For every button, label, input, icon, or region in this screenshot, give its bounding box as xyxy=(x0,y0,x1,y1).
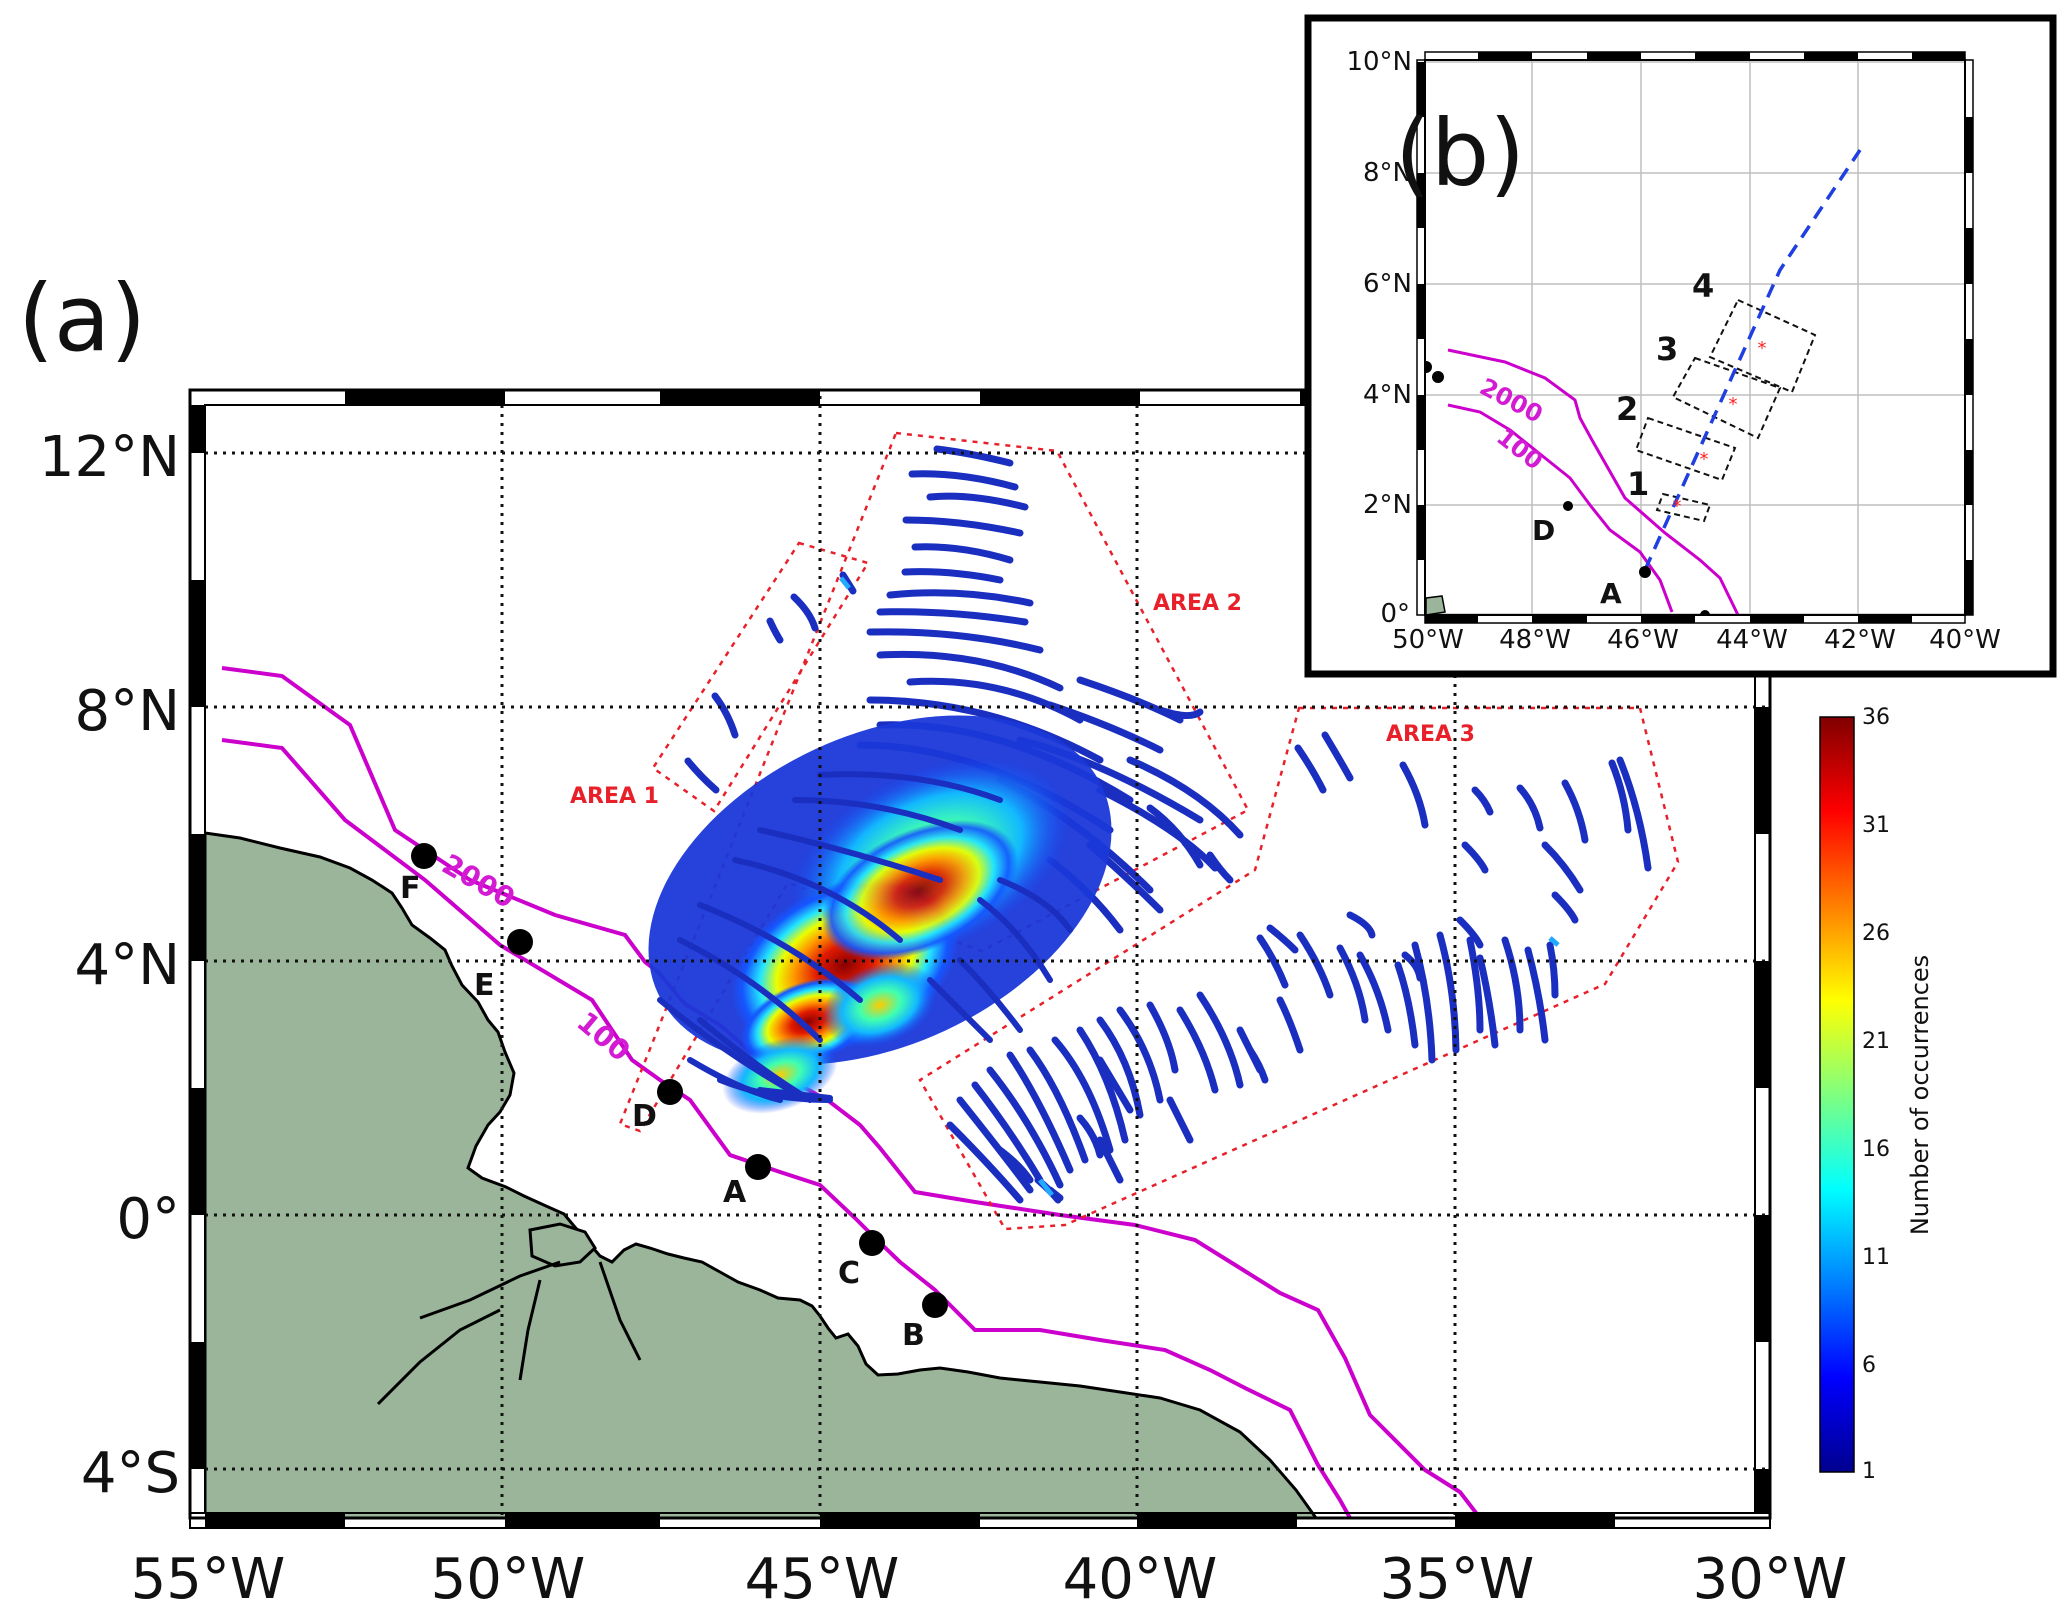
marajo-island xyxy=(528,1222,597,1268)
station-f-label: F xyxy=(400,871,421,906)
panel-b-inset: * * * * xyxy=(1304,14,2057,678)
stations-a xyxy=(411,843,948,1318)
lon-tick-40w: 40°W xyxy=(1063,1547,1218,1612)
drifter-tracks xyxy=(684,445,1652,1204)
river-channel xyxy=(376,1308,501,1406)
lon-tick-55w: 55°W xyxy=(131,1547,286,1612)
colorbar-tick: 1 xyxy=(1862,1459,1876,1484)
colorbar: 36 31 26 21 16 11 6 1 Number of occurren… xyxy=(1819,705,1934,1484)
land-south-america xyxy=(205,831,1318,1518)
station-c-marker xyxy=(859,1230,885,1256)
river-channel xyxy=(598,1261,642,1361)
lon-ticks-b: 50°W 48°W 46°W 44°W 42°W 40°W xyxy=(1392,625,2001,655)
lat-tick-b: 6°N xyxy=(1363,269,1412,299)
lat-tick-b: 0° xyxy=(1380,599,1410,629)
colorbar-tick: 11 xyxy=(1862,1245,1890,1270)
box-2-label: 2 xyxy=(1616,390,1638,428)
panel-b-label: (b) xyxy=(1395,100,1525,207)
land-sliver-b xyxy=(1425,595,1446,615)
area-2-label: AREA 2 xyxy=(1153,591,1242,616)
lat-tick-8n: 8°N xyxy=(74,679,180,744)
lat-tick-0: 0° xyxy=(116,1187,180,1252)
station-a-label: A xyxy=(723,1175,747,1210)
river-channel xyxy=(518,1279,542,1381)
lat-tick-4n: 4°N xyxy=(74,933,180,998)
box-3-label: 3 xyxy=(1656,330,1678,368)
graticule-b xyxy=(1425,60,1965,615)
colorbar-tick: 16 xyxy=(1862,1137,1890,1162)
station-a-marker xyxy=(745,1154,771,1180)
area-3-box xyxy=(918,706,1680,1231)
lon-tick-b: 42°W xyxy=(1824,625,1896,655)
lon-tick-b: 50°W xyxy=(1392,625,1464,655)
station-e-label: E xyxy=(474,968,495,1003)
transect-line xyxy=(1643,149,1862,571)
lat-tick-b: 4°N xyxy=(1363,380,1412,410)
lon-tick-b: 40°W xyxy=(1929,625,2001,655)
lat-tick-b: 2°N xyxy=(1363,490,1412,520)
box-1 xyxy=(1655,492,1712,523)
isobath-2000 xyxy=(221,666,1482,1518)
area-3-label: AREA 3 xyxy=(1386,722,1475,747)
svg-text:*: * xyxy=(1673,496,1682,517)
lat-ticks-b: 10°N 8°N 6°N 4°N 2°N 0° xyxy=(1346,47,1412,629)
river-channel xyxy=(419,1260,561,1320)
isobath-100 xyxy=(221,738,1352,1518)
colorbar-tick: 21 xyxy=(1862,1029,1890,1054)
lon-tick-b: 46°W xyxy=(1607,625,1679,655)
colorbar-ticks: 36 31 26 21 16 11 6 1 xyxy=(1862,705,1890,1484)
station-a-marker-b xyxy=(1639,566,1651,578)
station-e-marker xyxy=(507,929,533,955)
lat-tick-4s: 4°S xyxy=(81,1441,180,1506)
box-1-label: 1 xyxy=(1627,465,1649,503)
lat-tick-b: 8°N xyxy=(1363,158,1412,188)
panel-a-label: (a) xyxy=(18,265,146,372)
station-b-marker xyxy=(922,1292,948,1318)
area-1-label: AREA 1 xyxy=(570,784,659,809)
station-d-label: D xyxy=(632,1099,657,1134)
lon-tick-b: 48°W xyxy=(1499,625,1571,655)
colorbar-tick: 26 xyxy=(1862,921,1890,946)
drifter-track-cyan xyxy=(1038,1178,1054,1197)
lat-tick-b: 10°N xyxy=(1346,47,1412,77)
colorbar-ramp xyxy=(1819,716,1855,1473)
svg-text:*: * xyxy=(1758,338,1767,359)
colorbar-tick: 31 xyxy=(1862,813,1890,838)
lon-tick-b: 44°W xyxy=(1716,625,1788,655)
lat-tick-12n: 12°N xyxy=(39,425,180,490)
track-density-heatmap xyxy=(648,715,1112,1114)
station-f-marker xyxy=(411,843,437,869)
area-1-box xyxy=(651,541,870,813)
lon-tick-30w: 30°W xyxy=(1693,1547,1848,1612)
colorbar-tick: 36 xyxy=(1862,705,1890,730)
box-4-label: 4 xyxy=(1692,267,1714,305)
station-d-marker-b xyxy=(1563,501,1573,511)
box-3 xyxy=(1671,356,1782,440)
lon-ticks-a: 55°W 50°W 45°W 40°W 35°W 30°W xyxy=(131,1547,1848,1612)
svg-text:*: * xyxy=(1700,449,1709,470)
box-centers: * * * * xyxy=(1673,338,1767,517)
svg-text:*: * xyxy=(1729,394,1738,415)
station-d-marker xyxy=(657,1079,683,1105)
lat-ticks-a: 12°N 8°N 4°N 0° 4°S xyxy=(39,425,180,1506)
drifter-track-cyan xyxy=(1548,936,1560,947)
station-b-label: B xyxy=(902,1318,925,1353)
lon-tick-50w: 50°W xyxy=(431,1547,586,1612)
colorbar-tick: 6 xyxy=(1862,1353,1876,1378)
station-d-label-b: D xyxy=(1532,514,1555,547)
drifter-track-cyan xyxy=(839,576,851,590)
station-c-label: C xyxy=(838,1256,860,1291)
station-a-label-b: A xyxy=(1600,577,1622,610)
lon-tick-35w: 35°W xyxy=(1380,1547,1535,1612)
map-frame-b xyxy=(1416,51,1974,624)
colorbar-title: Number of occurrences xyxy=(1906,955,1934,1235)
isobath-2000-b xyxy=(1447,348,1740,615)
lon-tick-45w: 45°W xyxy=(745,1547,900,1612)
graticule-a xyxy=(205,396,1770,1518)
isobath-100-b xyxy=(1447,403,1674,613)
